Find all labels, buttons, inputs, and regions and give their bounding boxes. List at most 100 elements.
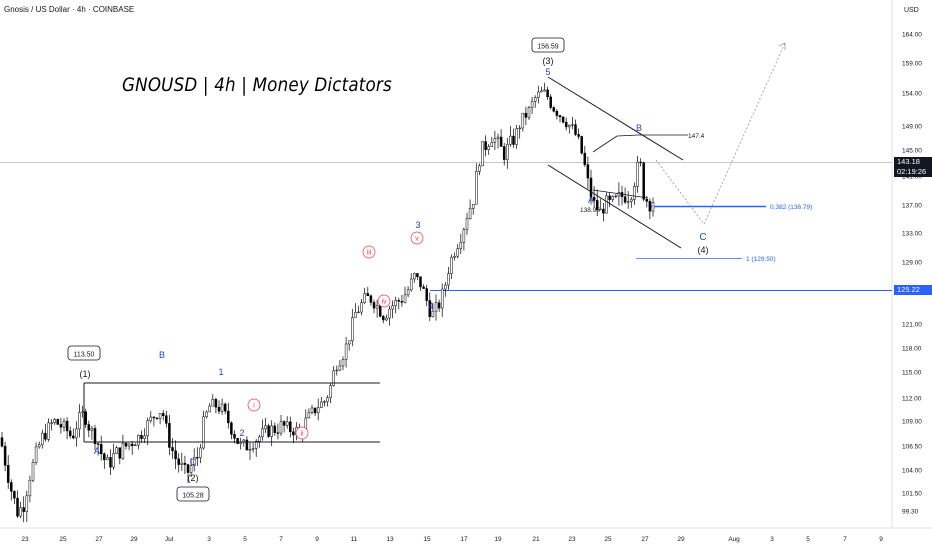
red-label-i: i	[253, 403, 255, 410]
candle-body	[121, 442, 125, 459]
current-price-badge: 143.18 02:19:26	[894, 157, 932, 177]
candle-body	[611, 196, 614, 200]
candle-body	[506, 144, 509, 160]
candle-body	[233, 434, 236, 439]
red-circle-iv	[377, 294, 391, 308]
price-tick-label: 115.00	[902, 370, 922, 377]
candle-body	[223, 403, 227, 412]
pennant-upper-b	[616, 134, 639, 137]
price-tick-label: 154.00	[902, 91, 922, 98]
low-label-13895: 138.95	[580, 207, 600, 214]
candle-body	[161, 413, 165, 416]
candle-body	[149, 416, 153, 421]
candle-body	[152, 416, 156, 419]
candle-body	[22, 507, 25, 512]
candle-body	[533, 97, 537, 102]
wave-label-1: (1)	[80, 369, 91, 379]
time-tick-label: 9	[879, 536, 883, 543]
blue-label-1: 1	[218, 367, 223, 377]
candle-body	[360, 302, 363, 313]
candle-body	[487, 146, 490, 150]
high-box	[531, 37, 565, 53]
blue-label-c1: C	[190, 457, 197, 467]
candle-body	[465, 218, 469, 230]
candle-body	[202, 416, 205, 449]
blue-label-4: 4	[428, 301, 433, 311]
candle-body	[626, 201, 630, 203]
high-box-text: 156.59	[537, 44, 559, 51]
time-tick-label: 5	[806, 536, 810, 543]
candle-body	[16, 497, 19, 517]
candle-body	[385, 317, 388, 321]
red-circle-v	[410, 231, 424, 245]
candle-body	[561, 116, 565, 123]
candle-body	[267, 425, 270, 437]
channel-upper-line	[547, 76, 684, 161]
candle-body	[103, 453, 106, 461]
candle-body	[447, 273, 450, 286]
wave2-box-text: 105.28	[182, 493, 204, 500]
candle-body	[248, 448, 252, 451]
candle-body	[602, 208, 605, 214]
candle-body	[630, 199, 633, 202]
candle-body	[146, 420, 149, 437]
candle-body	[96, 443, 100, 445]
time-tick-label: 19	[494, 536, 502, 543]
candle-body	[65, 420, 69, 432]
currency-label[interactable]: USD	[904, 7, 919, 14]
time-tick-label: 27	[95, 536, 103, 543]
level-1474-label: 147.4	[688, 133, 705, 140]
price-tick-label: 159.00	[902, 61, 922, 68]
candle-body	[217, 406, 221, 412]
candle-body	[406, 289, 410, 296]
candle-body	[189, 465, 193, 473]
candle-body	[323, 401, 326, 403]
fib-0382-label: 0.382 (136.79)	[770, 204, 812, 211]
candle-body	[44, 432, 47, 440]
candle-body	[515, 128, 518, 145]
time-tick-label: 3	[207, 536, 211, 543]
candle-body	[580, 136, 583, 154]
candle-body	[165, 415, 168, 424]
candle-body	[437, 302, 441, 309]
time-tick-label: Aug	[728, 536, 740, 543]
candle-body	[134, 444, 137, 447]
candle-body	[171, 447, 174, 452]
candle-body	[645, 199, 649, 202]
time-axis[interactable]: 23 25 27 29 Jul 3 5 7 9 11 13 15 17 19 21 23 25 27 29 Aug 3 5…	[21, 536, 883, 543]
price-axis[interactable]: 164.00 159.00 154.00 149.00 145.00 141.00 137.…	[902, 32, 922, 516]
symbol-title[interactable]: Gnosis / US Dollar · 4h · COINBASE	[4, 5, 135, 14]
candles	[0, 82, 655, 523]
candle-body	[543, 89, 546, 92]
candle-body	[140, 435, 143, 439]
candle-body	[518, 127, 521, 130]
candle-body	[639, 161, 642, 164]
candle-body	[335, 369, 339, 372]
channel-lower-line	[547, 164, 682, 249]
price-tick-label: 145.00	[902, 148, 922, 155]
pennant-upper-a	[592, 135, 618, 153]
candle-body	[493, 138, 497, 143]
candle-body	[25, 495, 29, 512]
time-tick-label: 15	[423, 536, 431, 543]
candle-body	[490, 142, 494, 147]
candle-body	[419, 276, 422, 288]
candle-body	[540, 90, 543, 93]
candle-body	[41, 432, 44, 445]
candle-body	[403, 294, 407, 303]
candle-body	[3, 445, 7, 466]
price-tick-label: 109.00	[902, 419, 922, 426]
candle-body	[434, 302, 438, 312]
red-label-i-group: i	[247, 398, 261, 412]
wave1-box	[67, 345, 101, 361]
blue-label-a2: A	[588, 195, 594, 205]
candle-body	[115, 447, 118, 454]
candle-body	[450, 256, 453, 274]
candle-body	[245, 439, 249, 451]
candle-body	[93, 428, 97, 444]
time-tick-label: 3	[770, 536, 774, 543]
candle-body	[537, 91, 540, 98]
candle-body	[227, 410, 230, 424]
